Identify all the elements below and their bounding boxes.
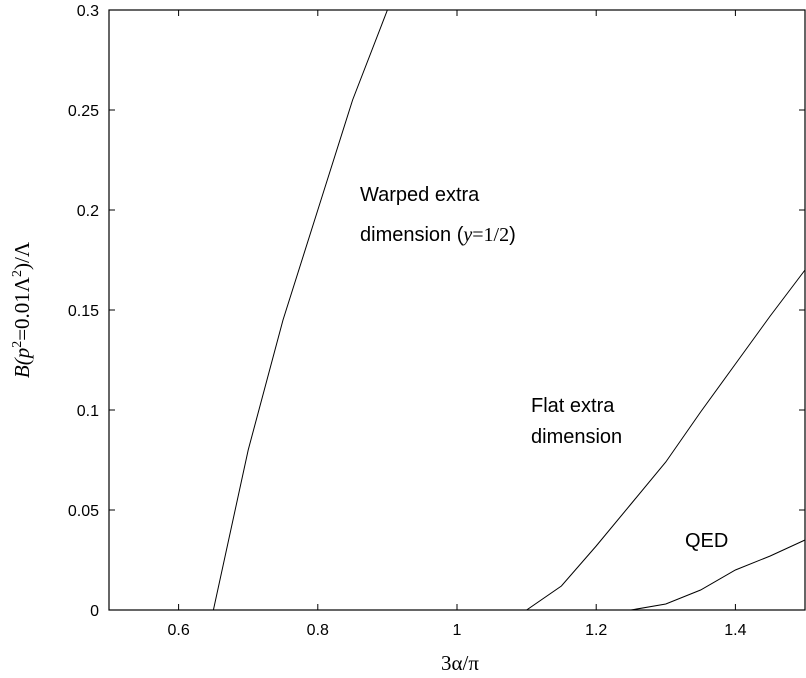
annotation-flat-line2: dimension [531,426,622,448]
y-tick-label: 0.15 [68,303,99,320]
y-tick-label: 0.2 [77,203,99,220]
series-line-2 [109,269,806,611]
plot-frame [108,9,806,611]
series-line-1 [109,9,388,611]
x-tick-label: 0.8 [307,622,329,639]
annotation-warped-line1: Warped extra [360,184,480,206]
x-axis-title: 3α/π [441,651,479,675]
annotation-qed: QED [685,530,728,552]
x-tick-label: 0.6 [167,622,189,639]
x-tick-label: 1.2 [585,622,607,639]
y-tick-label: 0 [90,603,99,620]
annotation-warped-line2: dimension (y=1/2) [360,224,516,246]
y-tick-label: 0.25 [68,103,99,120]
y-axis-title: B(p2=0.01Λ2)/Λ [10,241,34,378]
y-tick-label: 0.3 [77,3,99,20]
y-tick-label: 0.05 [68,503,99,520]
x-tick-label: 1 [453,622,462,639]
y-tick-label: 0.1 [77,403,99,420]
x-tick-label: 1.4 [724,622,746,639]
curves-group [109,9,806,611]
ticks-group: 0.6 0.8 1 1.2 1.4 0 0.05 0.1 0.15 0.2 0.25 0.3 [68,3,805,639]
annotation-flat-line1: Flat extra [531,395,615,417]
